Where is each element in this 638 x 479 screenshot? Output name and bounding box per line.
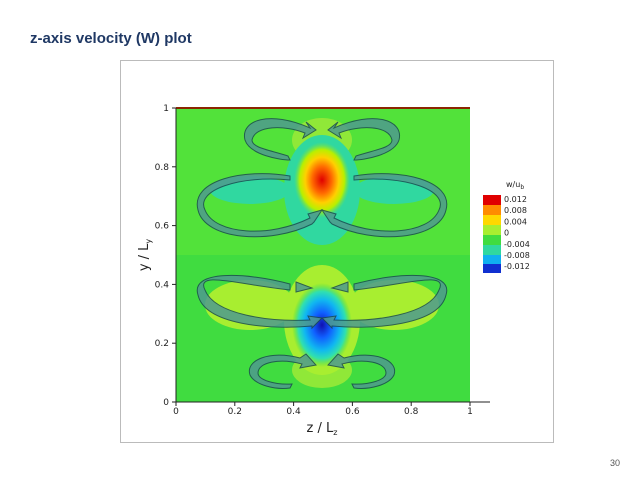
y-tick-label: 1: [163, 104, 169, 114]
slide-title: z-axis velocity (W) plot: [30, 30, 192, 47]
colorbar-label: -0.004: [504, 240, 530, 249]
x-tick-label: 0: [173, 407, 179, 417]
y-tick-label: 0.6: [155, 222, 170, 232]
y-tick-label: 0.8: [155, 163, 170, 173]
colorbar-label: 0: [504, 229, 509, 238]
x-tick-label: 0.4: [286, 407, 301, 417]
page-number: 30: [610, 458, 620, 468]
x-tick-label: 0.2: [228, 407, 242, 417]
colorbar-title: w/ub: [506, 180, 524, 191]
x-tick-label: 1: [467, 407, 473, 417]
flow-arrows: [196, 118, 448, 389]
colorbar-label: -0.008: [504, 251, 530, 260]
colorbar-label: 0.004: [504, 217, 527, 226]
colorbar-label: 0.012: [504, 195, 527, 204]
y-axis-label: y / Ly: [137, 239, 153, 272]
y-tick-label: 0.4: [155, 280, 170, 290]
y-tick-label: 0: [163, 398, 169, 408]
colorbar-label: 0.008: [504, 206, 527, 215]
y-tick-label: 0.2: [155, 339, 169, 349]
colorbar-label: -0.012: [504, 262, 530, 271]
colorbar: [483, 195, 501, 273]
contour-field: [176, 108, 470, 402]
x-axis-label: z / Lz: [307, 421, 338, 437]
x-tick-label: 0.6: [345, 407, 360, 417]
x-tick-label: 0.8: [404, 407, 419, 417]
